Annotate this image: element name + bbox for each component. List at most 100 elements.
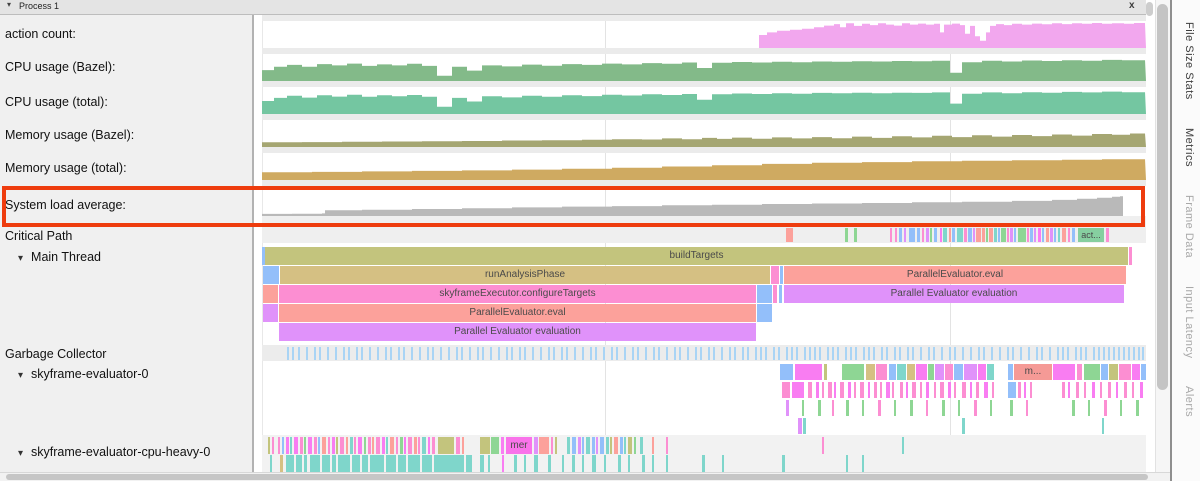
- gc-tick[interactable]: [540, 347, 542, 360]
- cpu-heavy-bar[interactable]: [600, 437, 604, 454]
- cpu-heavy-bar[interactable]: [534, 455, 538, 472]
- cpu-heavy-bar[interactable]: [456, 437, 460, 454]
- evaluator0-bar[interactable]: [1030, 382, 1032, 398]
- cpu-heavy-bar[interactable]: [548, 455, 551, 472]
- critical-path-bar[interactable]: [845, 228, 848, 242]
- flame-bar-labeled[interactable]: ParallelEvaluator.eval: [279, 304, 756, 322]
- cpu-heavy-bar[interactable]: [322, 437, 326, 454]
- gc-tick[interactable]: [532, 347, 534, 360]
- gc-tick[interactable]: [983, 347, 985, 360]
- gc-tick[interactable]: [440, 347, 442, 360]
- critical-path-bar[interactable]: [904, 228, 906, 242]
- critical-path-bar[interactable]: [952, 228, 955, 242]
- gc-tick[interactable]: [765, 347, 767, 360]
- cpu-heavy-bar[interactable]: [418, 437, 420, 454]
- cpu-heavy-bar[interactable]: [372, 437, 374, 454]
- process-collapse-arrow-icon[interactable]: ▾: [7, 0, 12, 9]
- gc-tick[interactable]: [469, 347, 471, 360]
- gc-tick[interactable]: [970, 347, 972, 360]
- cpu-heavy-bar[interactable]: [596, 437, 598, 454]
- sidebar-tab-metrics[interactable]: Metrics: [1183, 127, 1195, 167]
- cpu-heavy-bar[interactable]: [282, 437, 284, 454]
- cpu-heavy-bar[interactable]: [310, 455, 320, 472]
- cpu-heavy-bar[interactable]: [666, 437, 668, 454]
- flame-bar-labeled[interactable]: skyframeExecutor.configureTargets: [279, 285, 756, 303]
- critical-path-bar[interactable]: [899, 228, 902, 242]
- critical-path-bar[interactable]: [994, 228, 997, 242]
- cpu-heavy-bar[interactable]: [514, 455, 517, 472]
- evaluator0-bar[interactable]: [920, 382, 922, 398]
- cpu-heavy-bar[interactable]: [586, 437, 590, 454]
- cpu-heavy-bar[interactable]: [620, 437, 623, 454]
- evaluator0-bar[interactable]: [910, 400, 913, 416]
- cpu-heavy-bar[interactable]: [534, 437, 538, 454]
- evaluator0-bar[interactable]: [832, 400, 834, 416]
- evaluator0-bar[interactable]: [880, 382, 882, 398]
- evaluator0-bar[interactable]: [1100, 382, 1102, 398]
- critical-path-bar[interactable]: [909, 228, 915, 242]
- gc-tick[interactable]: [1062, 347, 1064, 360]
- critical-path-bar[interactable]: [895, 228, 897, 242]
- cpu-heavy-bar[interactable]: [480, 455, 484, 472]
- evaluator0-bar[interactable]: [798, 418, 802, 434]
- critical-path-bar[interactable]: [976, 228, 981, 242]
- cpu-heavy-bar[interactable]: [408, 455, 420, 472]
- critical-path-bar[interactable]: [1106, 228, 1109, 242]
- cpu-heavy-bar[interactable]: [702, 455, 705, 472]
- gc-tick[interactable]: [519, 347, 521, 360]
- gc-tick[interactable]: [561, 347, 563, 360]
- cpu-heavy-bar[interactable]: [376, 437, 380, 454]
- evaluator0-bar[interactable]: [992, 382, 994, 398]
- cpu-heavy-bar[interactable]: [628, 437, 632, 454]
- critical-path-bar[interactable]: [1054, 228, 1056, 242]
- cpu-heavy-bar[interactable]: [398, 455, 406, 472]
- critical-path-bar[interactable]: [1068, 228, 1070, 242]
- evaluator0-bar[interactable]: [926, 400, 928, 416]
- cpu-heavy-bar[interactable]: [308, 437, 312, 454]
- gc-tick[interactable]: [791, 347, 793, 360]
- gc-tick[interactable]: [637, 347, 639, 360]
- cpu-heavy-bar[interactable]: [902, 437, 904, 454]
- cpu-heavy-bar[interactable]: [652, 437, 654, 454]
- gc-tick[interactable]: [1138, 347, 1140, 360]
- cpu-heavy-bar[interactable]: [300, 437, 303, 454]
- critical-path-bar[interactable]: [890, 228, 892, 242]
- cpu-heavy-bar[interactable]: [340, 437, 344, 454]
- evaluator0-bar[interactable]: [782, 382, 790, 398]
- evaluator0-bar[interactable]: [954, 364, 963, 380]
- gc-tick[interactable]: [566, 347, 568, 360]
- evaluator0-bar[interactable]: [962, 418, 965, 434]
- gc-tick[interactable]: [292, 347, 294, 360]
- gc-tick[interactable]: [674, 347, 676, 360]
- gc-tick[interactable]: [827, 347, 829, 360]
- cpu-heavy-bar[interactable]: [539, 437, 549, 454]
- cpu-heavy-bar[interactable]: [582, 455, 584, 472]
- critical-path-bar[interactable]: [1034, 228, 1036, 242]
- timeline-track-area[interactable]: act... buildTargets runAnalysisPhase Parall…: [262, 0, 1146, 472]
- gc-tick[interactable]: [886, 347, 888, 360]
- evaluator0-bar[interactable]: [962, 382, 966, 398]
- cpu-heavy-bar[interactable]: [296, 455, 302, 472]
- cpu-heavy-bar[interactable]: [322, 455, 330, 472]
- gc-tick[interactable]: [314, 347, 316, 360]
- gc-tick[interactable]: [954, 347, 956, 360]
- evaluator0-bar[interactable]: [942, 400, 945, 416]
- evaluator0-bar[interactable]: [892, 382, 894, 398]
- cpu-heavy-bar[interactable]: [272, 437, 274, 454]
- evaluator0-bar[interactable]: [935, 364, 944, 380]
- evaluator0-bar[interactable]: [934, 382, 936, 398]
- cpu-heavy-bar[interactable]: [400, 437, 403, 454]
- gc-tick[interactable]: [796, 347, 798, 360]
- evaluator0-bar[interactable]: [964, 364, 977, 380]
- cpu-heavy-bar[interactable]: [350, 437, 353, 454]
- gc-tick[interactable]: [377, 347, 379, 360]
- critical-path-bar[interactable]: [1072, 228, 1075, 242]
- critical-path-bar[interactable]: [1038, 228, 1041, 242]
- evaluator0-bar[interactable]: [897, 364, 906, 380]
- gc-tick[interactable]: [1133, 347, 1135, 360]
- chart-sys_load[interactable]: [262, 190, 1146, 216]
- gc-tick[interactable]: [708, 347, 710, 360]
- evaluator0-bar[interactable]: [978, 364, 986, 380]
- gc-tick[interactable]: [1036, 347, 1038, 360]
- evaluator0-bar[interactable]: [818, 400, 821, 416]
